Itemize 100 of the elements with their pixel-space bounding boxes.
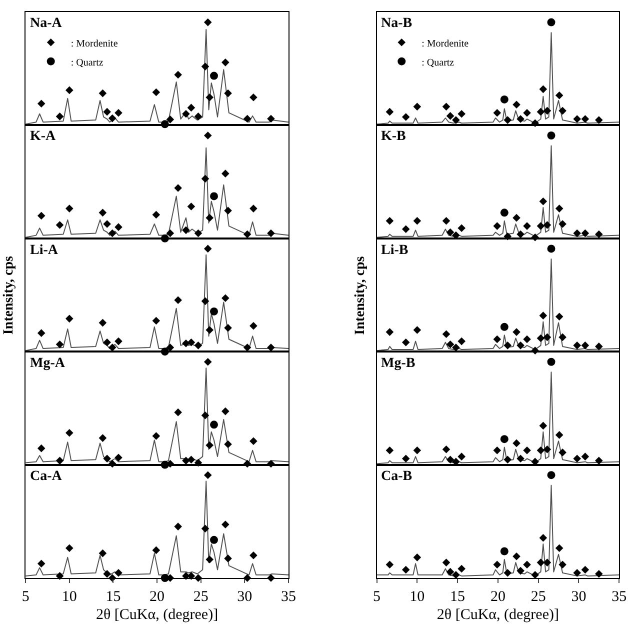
point <box>250 322 258 330</box>
point <box>446 112 454 120</box>
point <box>523 108 531 117</box>
point <box>555 204 564 212</box>
point <box>516 342 524 350</box>
point <box>555 91 564 100</box>
point <box>516 454 524 463</box>
point <box>500 547 508 556</box>
point <box>442 102 450 111</box>
point <box>536 558 545 566</box>
point <box>103 220 111 228</box>
point <box>224 89 232 98</box>
point <box>539 85 548 94</box>
point <box>523 446 531 454</box>
point <box>243 344 252 352</box>
point <box>581 566 590 574</box>
x-tick-label: 25 <box>193 589 208 605</box>
point <box>182 456 190 465</box>
point <box>206 441 214 450</box>
point <box>413 446 422 454</box>
point <box>103 454 111 463</box>
point <box>458 337 466 346</box>
point <box>558 220 566 228</box>
point <box>402 566 410 574</box>
legend-label: : Quartz <box>422 57 455 68</box>
point <box>413 326 422 334</box>
point <box>595 230 603 238</box>
point <box>187 202 196 210</box>
point <box>66 314 74 323</box>
point <box>581 452 590 460</box>
point <box>204 471 212 479</box>
point <box>37 212 46 220</box>
point <box>201 524 210 532</box>
point <box>114 568 122 577</box>
x-tick-label: 35 <box>280 589 296 605</box>
point <box>56 221 64 229</box>
point <box>114 454 122 462</box>
point <box>98 318 107 327</box>
point <box>573 115 581 123</box>
point <box>37 560 46 568</box>
point <box>386 560 394 569</box>
point <box>452 344 460 352</box>
point <box>114 223 122 231</box>
point <box>210 536 218 544</box>
point <box>500 435 508 444</box>
point <box>543 558 552 566</box>
point <box>152 210 160 219</box>
point <box>595 570 603 578</box>
point <box>512 214 520 222</box>
point <box>103 338 111 346</box>
x-tick-label: 30 <box>571 589 586 605</box>
point <box>573 454 581 463</box>
annotation: Ca-A <box>30 469 63 484</box>
legend-label: : Quartz <box>70 57 104 68</box>
point <box>531 571 539 579</box>
point <box>595 116 603 124</box>
point <box>452 116 460 124</box>
point <box>204 132 212 140</box>
point <box>446 340 454 348</box>
point <box>204 18 212 26</box>
point <box>201 174 210 183</box>
x-tick-label: 15 <box>106 589 121 605</box>
point <box>573 568 581 577</box>
point <box>547 244 556 253</box>
annotation: K-B <box>381 129 406 144</box>
x-tick-label: 30 <box>237 589 252 605</box>
x-axis-title: 2θ [CuKα, (degree)] <box>96 607 218 623</box>
point <box>539 312 548 320</box>
point <box>210 192 218 200</box>
point <box>194 342 202 350</box>
legend-label: : Mordenite <box>70 38 118 50</box>
annotation: Na-A <box>30 16 63 31</box>
point <box>224 324 232 332</box>
point <box>250 204 258 212</box>
point <box>547 471 556 480</box>
point <box>500 322 508 331</box>
point <box>224 206 232 215</box>
point <box>493 335 502 344</box>
point <box>516 230 524 238</box>
point <box>523 560 531 569</box>
point <box>204 244 212 253</box>
point <box>442 217 450 225</box>
legend-label: : Mordenite <box>422 38 470 50</box>
point <box>516 115 524 123</box>
point <box>402 113 410 121</box>
point <box>413 102 422 111</box>
point <box>547 358 556 366</box>
point <box>243 114 252 123</box>
point <box>98 208 107 217</box>
point <box>386 446 394 454</box>
point <box>187 338 196 346</box>
point <box>267 114 275 123</box>
point <box>187 456 196 464</box>
x-tick-label: 10 <box>62 589 77 605</box>
point <box>458 452 466 460</box>
annotation: K-A <box>30 129 57 144</box>
point <box>267 344 275 352</box>
point <box>573 229 581 238</box>
point <box>458 110 466 118</box>
point <box>547 131 556 140</box>
